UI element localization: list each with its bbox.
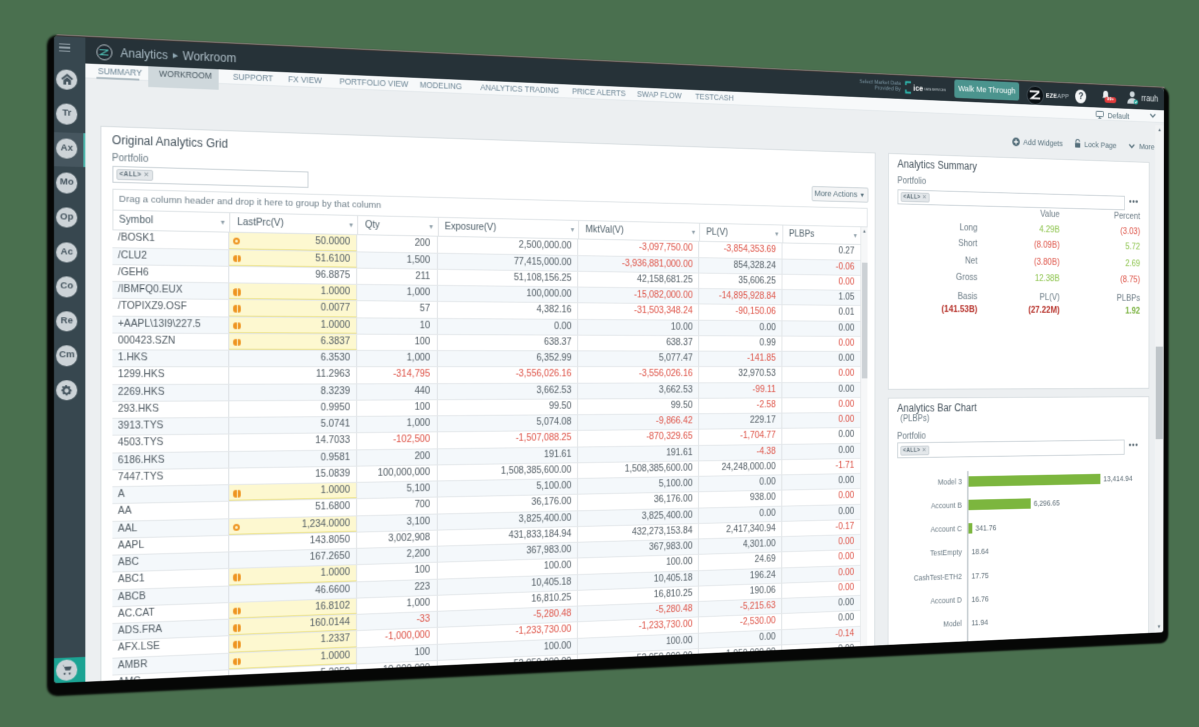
svg-text:ice: ice [913, 84, 923, 93]
svg-text:DATA SERVICES: DATA SERVICES [924, 88, 946, 92]
